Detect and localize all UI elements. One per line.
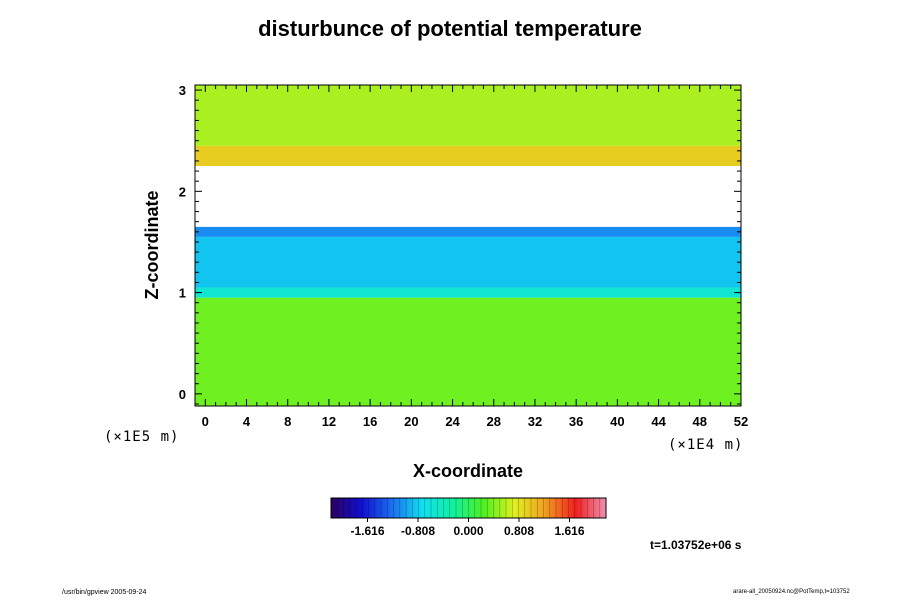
x-tick-label: 4: [243, 414, 251, 429]
y-tick-label: 0: [179, 387, 186, 402]
x-tick-label: 12: [322, 414, 336, 429]
y-tick-label: 2: [179, 184, 186, 199]
frame-layer: [194, 84, 742, 407]
y-ticks: 0 1 2 3: [179, 83, 741, 405]
x-tick-label: 8: [284, 414, 291, 429]
footer-left: /usr/bin/gpview 2005-09-24: [62, 589, 147, 596]
x-tick-label: 48: [693, 414, 707, 429]
x-tick-label: 36: [569, 414, 583, 429]
x-tick-label: 28: [487, 414, 501, 429]
x-tick-label: 0: [202, 414, 209, 429]
colorbar-tick-label: 1.616: [554, 524, 584, 538]
field-band-3: [195, 226, 741, 237]
x-tick-label: 24: [445, 414, 460, 429]
colorbar-tick-label: -0.808: [401, 524, 435, 538]
colorbar-tick-label: 0.808: [504, 524, 534, 538]
x-tick-label: 40: [610, 414, 624, 429]
field-band-2: [195, 236, 741, 288]
x-tick-label: 16: [363, 414, 377, 429]
x-ticks: 0 4 8 12 16 20 24 28 32 36 40 44 48 52: [202, 85, 748, 429]
x-axis-unit: (×1E4 m): [668, 437, 743, 453]
footer-right: arare-all_20050924.nc@PotTemp,t=103752: [733, 589, 850, 595]
y-axis-unit: (×1E5 m): [104, 429, 179, 445]
field-band-4: [195, 166, 741, 227]
colorbar: -1.616 -0.808 0.000 0.808 1.616: [330, 497, 607, 538]
y-axis-title: Z-coordinate: [142, 190, 162, 299]
field-band-6: [195, 85, 741, 146]
time-annotation: t=1.03752e+06 s: [650, 538, 742, 552]
plot-frame: [194, 84, 742, 407]
x-axis-title: X-coordinate: [413, 461, 523, 481]
colorbar-tick-label: 0.000: [453, 524, 483, 538]
x-tick-label: 20: [404, 414, 418, 429]
y-tick-label: 1: [179, 286, 186, 301]
y-tick-label: 3: [179, 83, 186, 98]
field-band-1: [195, 287, 741, 298]
field-layer: [195, 85, 741, 406]
x-tick-label: 52: [734, 414, 748, 429]
x-tick-label: 44: [651, 414, 666, 429]
chart-title: disturbunce of potential temperature: [258, 16, 642, 41]
x-tick-label: 32: [528, 414, 542, 429]
field-band-0: [195, 297, 741, 406]
field-band-5: [195, 145, 741, 167]
colorbar-tick-label: -1.616: [350, 524, 384, 538]
